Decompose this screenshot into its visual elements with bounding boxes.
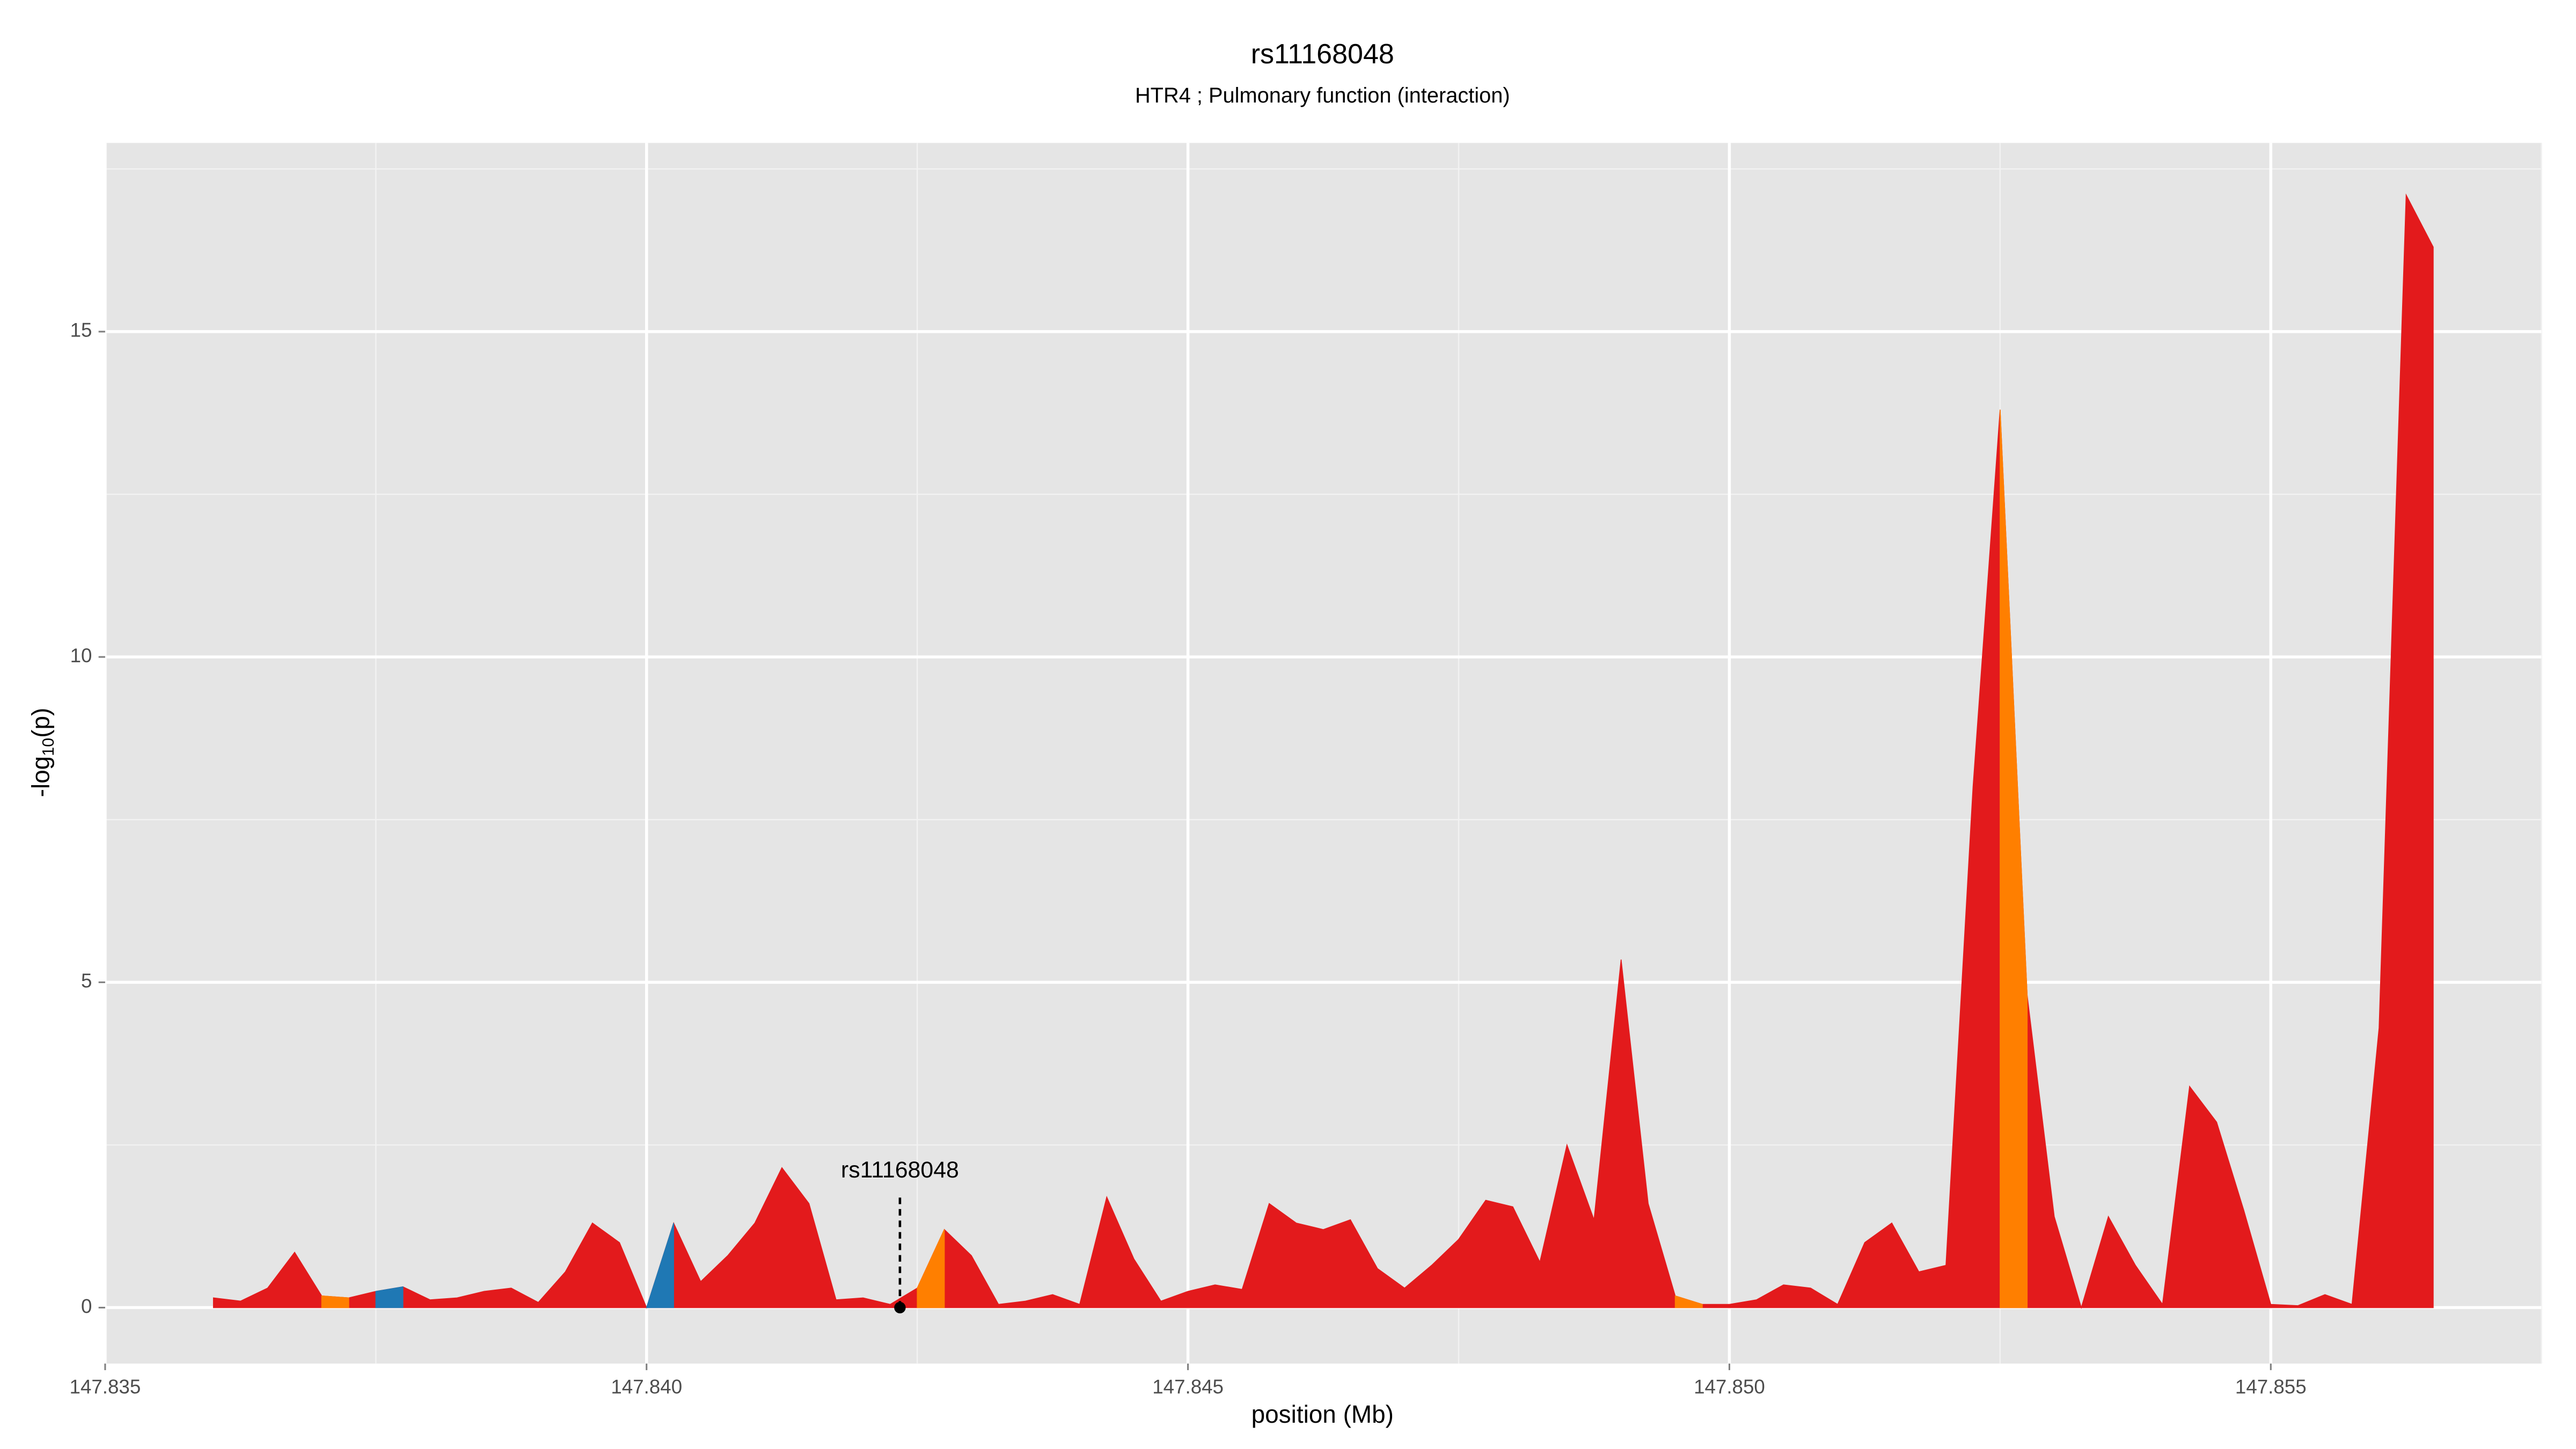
y-axis-label: -log10(p) xyxy=(27,708,57,797)
y-label-prefix: -log xyxy=(27,756,55,797)
plot-background xyxy=(105,143,2542,1364)
y-label-suffix: (p) xyxy=(27,708,55,738)
area xyxy=(375,1223,674,1308)
annotation-point xyxy=(894,1301,906,1314)
y-label-sub: 10 xyxy=(39,738,57,756)
y-tick-label: 15 xyxy=(70,319,92,341)
x-tick-label: 147.855 xyxy=(2235,1375,2307,1397)
area xyxy=(213,193,2434,1309)
x-tick-label: 147.840 xyxy=(611,1375,682,1397)
x-tick-label: 147.835 xyxy=(70,1375,141,1397)
y-tick-label: 5 xyxy=(81,970,92,992)
y-tick-label: 0 xyxy=(81,1295,92,1317)
chart-title: rs11168048 xyxy=(1251,39,1394,70)
x-tick-label: 147.850 xyxy=(1694,1375,1765,1397)
x-axis-label: position (Mb) xyxy=(1252,1400,1394,1428)
chart-subtitle: HTR4 ; Pulmonary function (interaction) xyxy=(1135,84,1510,107)
annotation-label: rs11168048 xyxy=(841,1157,959,1183)
x-tick-label: 147.845 xyxy=(1152,1375,1224,1397)
y-tick-label: 10 xyxy=(70,645,92,667)
area xyxy=(321,409,2028,1308)
